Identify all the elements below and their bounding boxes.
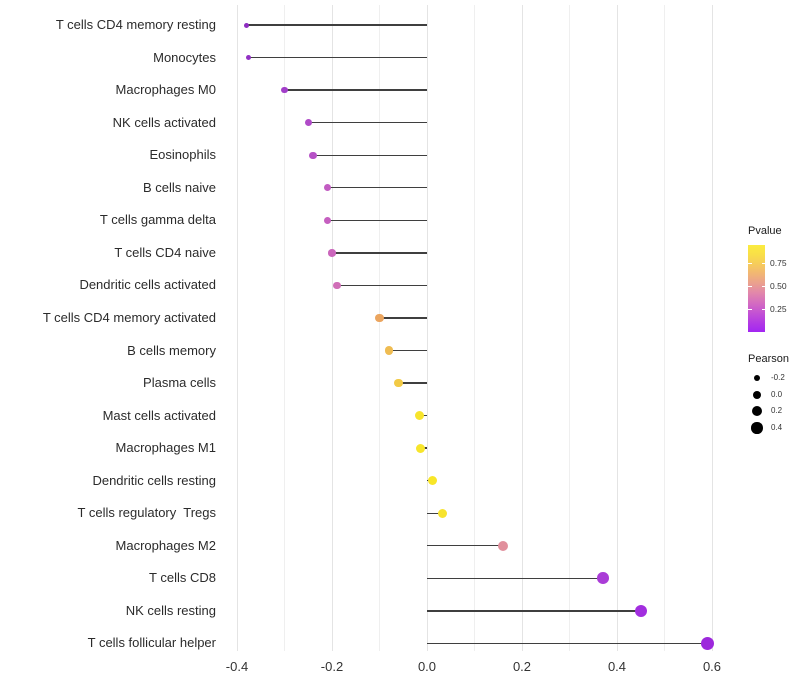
lollipop-dot (328, 249, 336, 257)
row-label: Plasma cells (143, 375, 216, 391)
x-tick-label: 0.4 (607, 659, 627, 674)
lollipop-dot (309, 151, 317, 159)
row-label: T cells gamma delta (99, 212, 216, 228)
lollipop-dot (384, 346, 394, 355)
x-tick-label: -0.2 (320, 659, 344, 674)
lollipop-dot (323, 184, 331, 192)
lollipop-stem (427, 610, 641, 612)
lollipop-dot (416, 443, 426, 453)
x-tick-label: -0.4 (225, 659, 249, 674)
row-label: T cells CD4 naive (114, 244, 216, 260)
colorbar-tick-label: 0.50 (770, 281, 787, 292)
lollipop-dot (634, 604, 647, 618)
row-label: Macrophages M2 (115, 537, 216, 553)
lollipop-stem (327, 219, 427, 221)
colorbar-tick (748, 263, 752, 265)
lollipop-stem (284, 89, 427, 91)
gridline-minor (284, 5, 285, 651)
lollipop-dot (332, 281, 341, 290)
lollipop-dot (246, 55, 252, 61)
colorbar-tick-label: 0.75 (770, 258, 787, 269)
lollipop-stem (336, 284, 427, 287)
x-tick-label: 0.6 (702, 659, 722, 674)
lollipop-stem (379, 317, 427, 319)
pearson-legend-dot (752, 390, 762, 399)
lollipop-stem (427, 512, 443, 514)
row-label: Macrophages M1 (115, 440, 216, 456)
gridline-minor (664, 5, 665, 651)
pearson-legend-dot (751, 422, 763, 434)
lollipop-stem (427, 642, 708, 645)
x-tick-label: 0.2 (512, 659, 532, 674)
pearson-legend-label: 0.2 (771, 406, 783, 416)
lollipop-dot (323, 216, 331, 224)
pearson-legend-label: -0.2 (771, 373, 785, 382)
lollipop-stem (427, 577, 603, 580)
row-label: Dendritic cells resting (92, 472, 216, 488)
gridline-major (521, 5, 523, 651)
pearson-legend-label: 0.0 (771, 389, 783, 399)
row-label: NK cells resting (125, 602, 216, 618)
gridline-major (711, 5, 713, 651)
lollipop-stem (246, 24, 427, 26)
row-label: B cells naive (143, 179, 216, 195)
row-label: Macrophages M0 (115, 82, 216, 98)
row-label: T cells follicular helper (87, 635, 216, 651)
lollipop-dot (375, 313, 384, 323)
lollipop-dot (415, 411, 425, 421)
colorbar-tick-label: 0.25 (770, 304, 787, 315)
colorbar-tick (761, 263, 765, 265)
row-label: Mast cells activated (102, 407, 216, 423)
lollipop-dot (304, 119, 312, 127)
gridline-minor (569, 5, 570, 651)
row-label: T cells regulatory Tregs (77, 505, 216, 521)
lollipop-dot (281, 86, 288, 94)
lollipop-stem (308, 121, 427, 124)
gridline-major (236, 5, 238, 651)
gridline-minor (474, 5, 475, 651)
lollipop-dot (700, 636, 714, 651)
lollipop-dot (497, 540, 509, 551)
pearson-legend-dot (752, 406, 762, 417)
lollipop-dot (427, 476, 437, 486)
lollipop-stem (332, 252, 427, 254)
lollipop-stem (398, 382, 427, 384)
row-label: T cells CD4 memory resting (55, 17, 216, 32)
pvalue-legend-title: Pvalue (748, 225, 782, 237)
row-label: Eosinophils (149, 147, 217, 163)
colorbar-tick (761, 309, 765, 311)
lollipop-stem (248, 56, 427, 59)
row-label: T cells CD8 (149, 570, 216, 586)
colorbar-tick (748, 309, 752, 311)
lollipop-stem (313, 154, 427, 156)
pearson-legend-label: 0.4 (771, 423, 783, 433)
colorbar-tick (761, 286, 765, 288)
lollipop-dot (596, 572, 609, 585)
gridline-minor (379, 5, 380, 651)
pearson-legend-dot (753, 374, 761, 382)
colorbar-tick (748, 286, 752, 288)
row-label: T cells CD4 memory activated (42, 309, 216, 325)
x-tick-label: 0.0 (417, 659, 437, 674)
row-label: NK cells activated (112, 114, 216, 130)
pvalue-colorbar (748, 245, 765, 332)
lollipop-stem (327, 187, 427, 189)
row-label: Dendritic cells activated (79, 277, 216, 293)
lollipop-dot (394, 378, 403, 388)
row-label: B cells memory (127, 342, 216, 358)
lollipop-dot (244, 22, 249, 28)
gridline-major (426, 5, 428, 651)
lollipop-stem (427, 545, 503, 547)
gridline-major (616, 5, 618, 651)
lollipop-stem (389, 349, 427, 352)
gridline-major (331, 5, 333, 651)
row-label: Monocytes (153, 49, 216, 65)
lollipop-dot (437, 508, 447, 518)
pearson-legend-title: Pearson (748, 353, 789, 365)
